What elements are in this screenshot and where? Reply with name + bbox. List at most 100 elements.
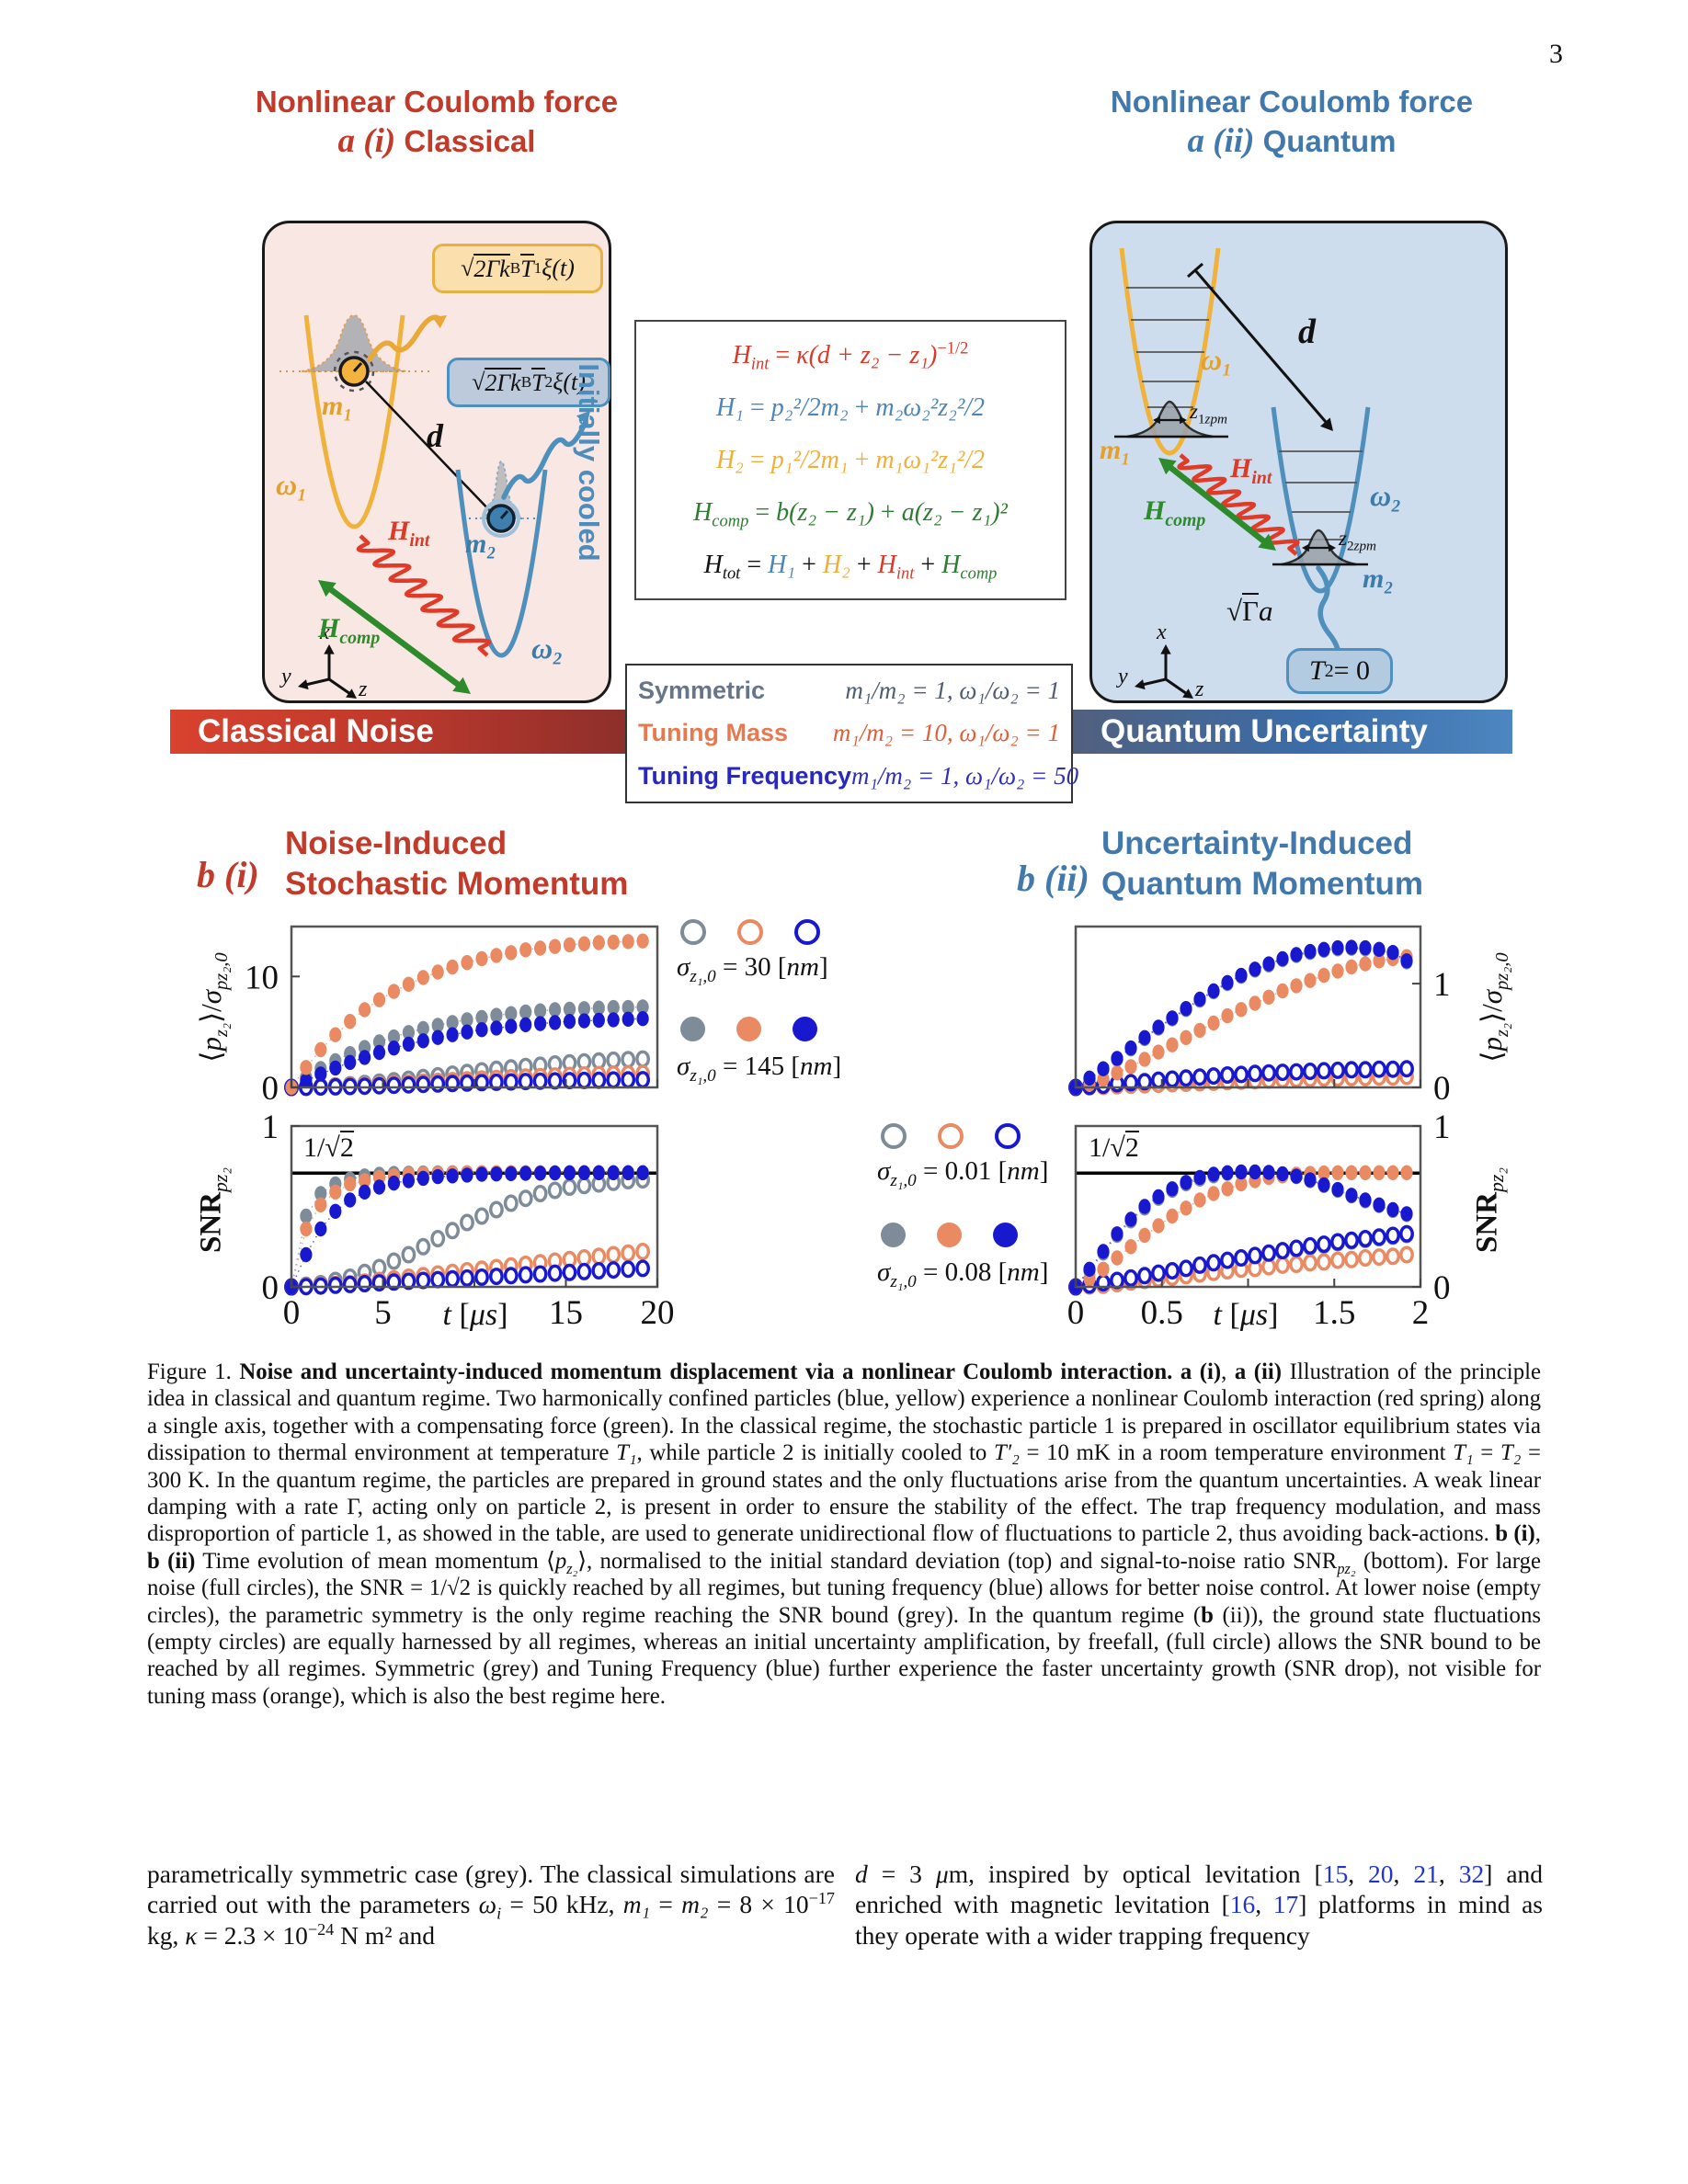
svg-text:0: 0	[283, 1294, 301, 1332]
classical-panel-title: Nonlinear Coulomb force a (i) Classical	[225, 85, 648, 161]
qcompensation-arrowhead-end	[1258, 533, 1276, 551]
citation-link[interactable]: 15	[1322, 1860, 1349, 1888]
qlegend-circle-frequency-empty	[995, 1123, 1021, 1149]
qfreq2-label: ω₂	[1370, 479, 1402, 512]
classical-title-line1: Nonlinear Coulomb force	[255, 85, 619, 119]
legend-circle-mass-full	[736, 1017, 761, 1041]
classical-time-axis-label: t [μs]	[442, 1298, 508, 1332]
svg-text:0: 0	[1433, 1070, 1451, 1108]
quantum-momentum-svg: 10	[1068, 925, 1451, 1108]
equation-hint: Hint = κ(d + z₂ − z₁)−1/2	[732, 338, 969, 373]
freq1-label: ω₁	[276, 468, 308, 501]
compensation-arrowhead-end	[452, 677, 471, 694]
thermal-noise-arrow-2	[501, 421, 587, 500]
particle1-vibration-ring	[333, 350, 375, 392]
quantum-time-axis-label: t [μs]	[1213, 1298, 1279, 1332]
citation-link[interactable]: 21	[1413, 1860, 1439, 1888]
qaxis-x-label: x	[1156, 620, 1167, 644]
legend-circle-symmetric-empty	[680, 919, 706, 945]
qdistance-label: d	[1298, 313, 1316, 351]
citation-link[interactable]: 32	[1458, 1860, 1485, 1888]
qaxis-z-label: z	[1194, 677, 1204, 701]
quantum-schematic-panel: x y z m₁ ω₁ z1zpm d ω₂ z2zpm m₂ Hint Hco…	[1089, 221, 1508, 703]
quantum-snr-svg: 0 0.5 1.5 2 1 0	[1067, 1109, 1451, 1332]
svg-text:1: 1	[1433, 1109, 1451, 1146]
qmass2-label: m₂	[1363, 563, 1394, 594]
legend-circle-frequency-empty	[794, 919, 820, 945]
noise-term-box-1: √ 2Γk B T 1 ξ(t)	[432, 244, 603, 293]
body-text-right-column: d = 3 μm, inspired by optical levitation…	[855, 1860, 1544, 1950]
citation-link[interactable]: 17	[1272, 1890, 1299, 1919]
axis-z-label: z	[358, 677, 368, 701]
cooled-distribution	[479, 461, 525, 519]
axis-y-label: y	[279, 665, 291, 688]
classical-snr-ylabel: SNRpz₂	[194, 1167, 233, 1253]
qdistance-arrowhead	[1320, 417, 1333, 431]
citation-link[interactable]: 16	[1229, 1890, 1256, 1919]
coulomb-spring	[356, 534, 492, 657]
axis-z-arrow	[346, 688, 357, 699]
svg-text:0.5: 0.5	[1141, 1294, 1183, 1332]
equation-hcomp: Hcomp = b(z₂ − z₁) + a(z₂ − z₁)²	[693, 497, 1008, 530]
classical-noise-banner: Classical Noise	[170, 710, 625, 754]
classical-snr-bound-label: 1/√2	[303, 1131, 354, 1163]
citation-link[interactable]: 20	[1368, 1860, 1394, 1888]
axis-y-arrow	[298, 679, 309, 690]
damping-rate-label: √Γa	[1226, 593, 1273, 627]
classical-momentum-svg: 10 0	[245, 925, 659, 1108]
qcompensation-arrowhead-start	[1158, 458, 1177, 475]
table-row-symmetric: Symmetric m₁/m₂ = 1, ω₁/ω₂ = 1	[638, 677, 1060, 705]
qaxis-x-arrow	[1160, 644, 1171, 654]
table-row-tuning-mass: Tuning Mass m₁/m₂ = 10, ω₁/ω₂ = 1	[638, 719, 1060, 747]
qaxis-y-arrow	[1135, 679, 1146, 690]
quantum-title-line1: Nonlinear Coulomb force	[1110, 85, 1474, 119]
svg-text:0: 0	[1433, 1269, 1451, 1307]
zpm1-arrow-left	[1153, 415, 1160, 425]
classical-momentum-plot: 10 0	[245, 925, 659, 1108]
svg-text:1: 1	[262, 1109, 279, 1146]
row-label-tuning-frequency: Tuning Frequency	[638, 762, 852, 791]
b1-title-line1: Noise-Induced	[285, 825, 508, 861]
qlegend-circle-symmetric-full	[881, 1223, 906, 1247]
classical-schematic-panel: x y z √ 2Γk B T 1 ξ(t) √ 2Γk B T 2 ξ(t) m₁ ω₁ d m₂…	[262, 221, 611, 703]
thermal-noise-arrow-1	[367, 314, 444, 362]
classical-snr-plot: 0 5 15 20 1 0	[262, 1109, 675, 1332]
qaxis-z-arrow	[1182, 688, 1193, 699]
classical-snr-svg: 0 5 15 20 1 0	[262, 1109, 675, 1332]
quantum-legend-full-label: σz₁,0 = 0.08 [nm]	[877, 1257, 1049, 1291]
classical-legend-full-markers	[680, 1017, 817, 1041]
quantum-snr-plot: 0 0.5 1.5 2 1 0	[1067, 1109, 1451, 1332]
interaction-hamiltonian-label: Hint	[388, 516, 430, 551]
page-number: 3	[1549, 39, 1563, 69]
zpm2-label: z2zpm	[1339, 527, 1376, 554]
qtrap1-levels	[1126, 287, 1214, 408]
classical-schematic-drawing: x y z	[279, 314, 590, 701]
figure-caption: Figure 1. Noise and uncertainty-induced …	[147, 1359, 1542, 1709]
svg-text:0: 0	[262, 1269, 279, 1307]
particle1-marker	[352, 362, 363, 372]
zpm1-arrow-right	[1180, 415, 1187, 425]
noise-term-box-2: √ 2Γk B T 2 ξ(t)	[447, 358, 610, 407]
svg-text:15: 15	[549, 1294, 583, 1332]
classical-legend-empty-markers	[680, 919, 820, 945]
quantum-sub-text: Quantum	[1262, 124, 1397, 158]
qlegend-circle-symmetric-empty	[881, 1123, 907, 1149]
axes-glyph-classical	[301, 648, 354, 698]
quantum-snr-ylabel: SNRpz₂	[1470, 1167, 1509, 1253]
row-values-symmetric: m₁/m₂ = 1, ω₁/ω₂ = 1	[845, 676, 1060, 704]
qcompensation-hamiltonian-label: Hcomp	[1144, 495, 1206, 530]
svg-text:1.5: 1.5	[1313, 1294, 1355, 1332]
qfreq1-label: ω₁	[1201, 343, 1233, 376]
qinteraction-hamiltonian-label: Hint	[1230, 453, 1272, 488]
classical-legend-full-label: σz₁,0 = 145 [nm]	[677, 1052, 842, 1086]
quantum-uncertainty-banner: Quantum Uncertainty	[1073, 710, 1512, 754]
row-label-symmetric: Symmetric	[638, 676, 766, 704]
quantum-legend-full-markers	[881, 1223, 1018, 1247]
particle2-marker	[499, 510, 509, 519]
qaxis-y-label: y	[1116, 665, 1128, 688]
thermal-noise-arrowhead-1	[432, 315, 447, 329]
trap2-parabola	[455, 469, 548, 658]
b2-title-line1: Uncertainty-Induced	[1101, 825, 1413, 861]
row-values-tuning-mass: m₁/m₂ = 10, ω₁/ω₂ = 1	[832, 719, 1060, 747]
